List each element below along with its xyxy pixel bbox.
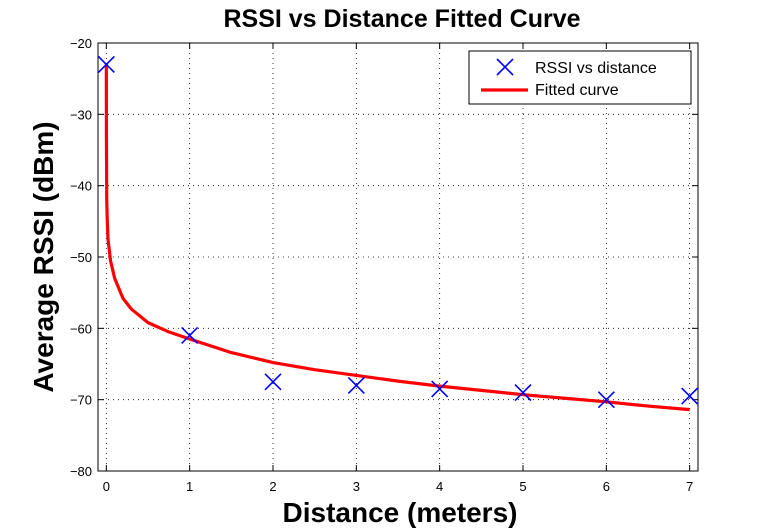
legend-label-fitted: Fitted curve	[535, 82, 619, 99]
x-tick-label: 6	[603, 479, 610, 494]
y-axis-label: Average RSSI (dBm)	[28, 121, 59, 392]
legend: RSSI vs distance Fitted curve	[468, 50, 692, 105]
fitted-curve-line	[104, 64, 690, 412]
rssi-point	[264, 373, 282, 391]
legend-label-rssi: RSSI vs distance	[535, 60, 657, 77]
rssi-point	[597, 391, 615, 409]
rssi-point-stroke	[181, 326, 199, 345]
rssi-point-stroke	[431, 380, 449, 398]
x-tick-label: 7	[686, 479, 693, 494]
y-tick-label: −60	[70, 321, 92, 336]
chart-title: RSSI vs Distance Fitted Curve	[223, 5, 580, 33]
x-tick-label: 5	[519, 479, 526, 494]
x-tick-label: 1	[186, 479, 193, 494]
axis-ticks	[98, 42, 698, 472]
rssi-point-stroke	[681, 387, 699, 405]
rssi-point	[431, 380, 449, 398]
rssi-point	[514, 383, 532, 402]
y-tick-label: −70	[70, 393, 92, 408]
x-tick-label: 2	[269, 479, 276, 494]
x-tick-label: 3	[353, 479, 360, 494]
y-tick-label: −40	[70, 179, 92, 194]
plot-marks	[97, 55, 699, 412]
rssi-point	[347, 376, 365, 394]
rssi-point-stroke	[347, 376, 365, 394]
rssi-point-stroke	[97, 55, 115, 73]
rssi-point-stroke	[597, 391, 615, 409]
x-tick-label: 4	[436, 479, 443, 494]
y-tick-labels: −80 −70 −60 −50 −40 −30 −20	[70, 36, 92, 479]
x-tick-labels: 0 1 2 3 4 5 6 7	[103, 479, 694, 494]
rssi-point	[681, 387, 699, 405]
rssi-point-stroke	[264, 373, 282, 391]
rssi-point	[181, 326, 199, 345]
y-tick-label: −30	[70, 107, 92, 122]
y-tick-label: −80	[70, 464, 92, 479]
legend-x-stroke	[496, 58, 514, 76]
legend-box	[468, 50, 692, 105]
legend-marker-rssi	[496, 58, 514, 76]
y-tick-label: −50	[70, 250, 92, 265]
grid	[98, 42, 698, 472]
y-tick-label: −20	[70, 36, 92, 51]
x-axis-label: Distance (meters)	[283, 497, 518, 528]
x-tick-label: 0	[103, 479, 110, 494]
rssi-point	[97, 55, 115, 73]
rssi-point-stroke	[514, 383, 532, 402]
